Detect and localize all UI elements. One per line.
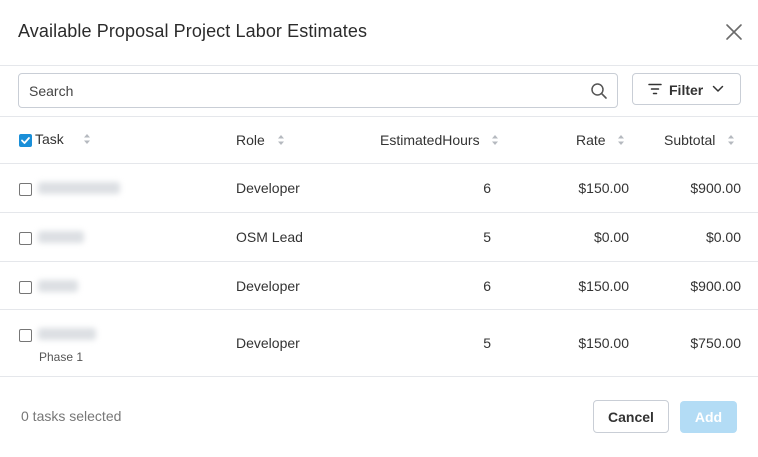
close-button[interactable] — [722, 20, 746, 44]
dialog-footer: 0 tasks selected Cancel Add — [0, 377, 758, 457]
column-header-task[interactable]: Task — [35, 130, 91, 148]
column-header-subtotal[interactable]: Subtotal — [664, 131, 735, 149]
subtotal-cell: $900.00 — [690, 180, 741, 196]
hours-cell: 5 — [483, 229, 491, 245]
search-box[interactable] — [18, 73, 618, 108]
dialog-header: Available Proposal Project Labor Estimat… — [0, 0, 758, 66]
search-input[interactable] — [19, 74, 579, 107]
row-checkbox[interactable] — [19, 281, 32, 294]
add-button: Add — [680, 401, 737, 433]
role-cell: OSM Lead — [236, 229, 303, 245]
subtotal-cell: $0.00 — [705, 229, 741, 245]
table-header: Task Role EstimatedHours Rate Subtotal — [0, 116, 758, 164]
dialog-title: Available Proposal Project Labor Estimat… — [18, 21, 368, 41]
task-name-redacted — [38, 280, 78, 292]
column-header-rate[interactable]: Rate — [576, 131, 625, 149]
filter-button[interactable]: Filter — [632, 73, 741, 105]
column-task-label: Task — [35, 131, 64, 147]
cancel-button[interactable]: Cancel — [593, 400, 669, 433]
role-cell: Developer — [236, 335, 300, 351]
rate-cell: $150.00 — [578, 335, 629, 351]
column-subtotal-label: Subtotal — [664, 132, 716, 148]
column-role-label: Role — [236, 132, 265, 148]
column-hours-label: EstimatedHours — [380, 132, 480, 148]
table-row[interactable]: Developer 6 $150.00 $900.00 — [0, 164, 758, 213]
checkmark-icon — [21, 137, 30, 144]
subtotal-cell: $900.00 — [690, 278, 741, 294]
table-row[interactable]: Developer 6 $150.00 $900.00 — [0, 262, 758, 310]
selected-count: 0 tasks selected — [21, 408, 122, 424]
table-row[interactable]: Phase 1 Developer 5 $150.00 $750.00 — [0, 310, 758, 377]
role-cell: Developer — [236, 180, 300, 196]
row-checkbox[interactable] — [19, 329, 32, 342]
task-name-redacted — [38, 231, 84, 243]
sort-icon[interactable] — [491, 134, 499, 146]
task-name-redacted — [38, 328, 96, 340]
sort-icon[interactable] — [727, 134, 735, 146]
table-row[interactable]: OSM Lead 5 $0.00 $0.00 — [0, 213, 758, 262]
sort-icon[interactable] — [277, 134, 285, 146]
rate-cell: $150.00 — [578, 278, 629, 294]
hours-cell: 6 — [483, 180, 491, 196]
column-header-role[interactable]: Role — [236, 131, 285, 149]
chevron-down-icon — [712, 85, 724, 92]
task-name-redacted — [38, 182, 120, 194]
labor-estimates-table: Task Role EstimatedHours Rate Subtotal D… — [0, 116, 758, 377]
rate-cell: $150.00 — [578, 180, 629, 196]
subtotal-cell: $750.00 — [690, 335, 741, 351]
role-cell: Developer — [236, 278, 300, 294]
sort-icon[interactable] — [83, 133, 91, 145]
filter-icon — [648, 83, 662, 95]
column-header-hours[interactable]: EstimatedHours — [380, 131, 499, 149]
row-checkbox[interactable] — [19, 232, 32, 245]
column-rate-label: Rate — [576, 132, 606, 148]
task-phase-label: Phase 1 — [39, 350, 84, 364]
search-icon[interactable] — [590, 82, 608, 100]
close-icon[interactable] — [722, 20, 746, 44]
row-checkbox[interactable] — [19, 183, 32, 196]
rate-cell: $0.00 — [593, 229, 629, 245]
sort-icon[interactable] — [617, 134, 625, 146]
select-all-checkbox[interactable] — [19, 134, 32, 147]
hours-cell: 6 — [483, 278, 491, 294]
hours-cell: 5 — [483, 335, 491, 351]
filter-label: Filter — [669, 82, 704, 98]
